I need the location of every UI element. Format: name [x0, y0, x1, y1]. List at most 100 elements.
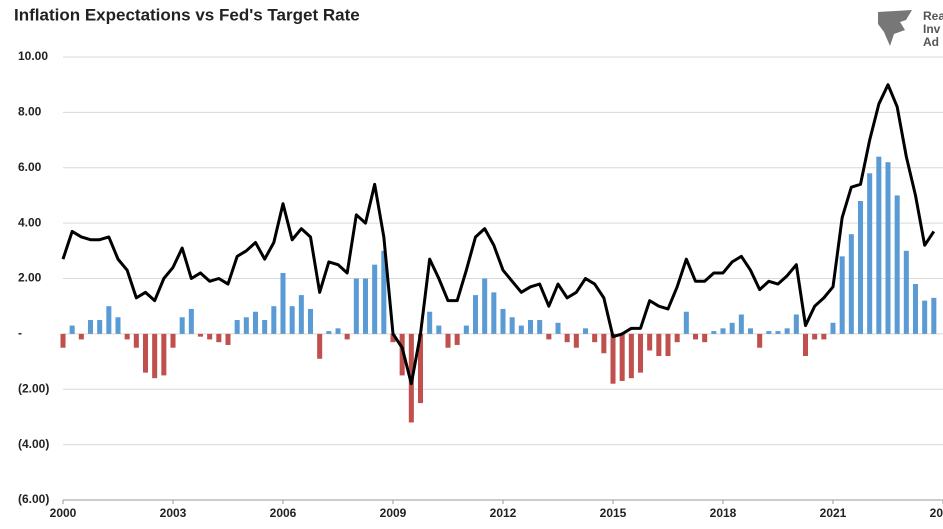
bar — [216, 333, 222, 343]
bar — [500, 308, 506, 334]
bar — [848, 234, 854, 334]
bar — [87, 320, 94, 334]
bar — [527, 320, 534, 334]
bar — [454, 333, 460, 345]
bar — [445, 333, 451, 348]
bar — [903, 250, 909, 334]
bar — [802, 333, 809, 357]
bar — [97, 320, 103, 334]
bar — [839, 256, 845, 334]
bar — [362, 278, 369, 334]
bar — [876, 156, 882, 334]
y-tick-label: 8.00 — [18, 105, 42, 119]
bar — [812, 333, 818, 340]
logo-icon — [878, 10, 912, 46]
bar — [546, 333, 552, 340]
y-tick-label: (6.00) — [18, 492, 49, 506]
bar — [60, 333, 66, 348]
bar — [353, 278, 359, 334]
bar — [793, 314, 799, 334]
line — [61, 83, 936, 386]
bar — [234, 320, 240, 334]
bar — [702, 333, 708, 343]
bar — [179, 317, 185, 334]
bar — [747, 328, 754, 334]
y-tick-label: (2.00) — [18, 381, 49, 395]
bar — [188, 308, 194, 334]
bar — [738, 314, 744, 334]
bar — [115, 317, 121, 334]
bar — [298, 295, 304, 334]
logo-text: Rea — [923, 9, 943, 23]
logo-text: Ad — [923, 35, 939, 49]
bar — [766, 331, 772, 334]
bar — [867, 173, 873, 334]
bar — [335, 328, 341, 334]
bar — [628, 333, 634, 379]
y-tick-label: 10.00 — [18, 49, 48, 63]
logo-text: Inv — [923, 22, 941, 36]
x-tick-label: 2006 — [270, 506, 297, 520]
bar — [711, 331, 717, 334]
bar — [647, 333, 653, 351]
bar — [885, 162, 891, 334]
bar — [133, 333, 139, 348]
bar — [931, 297, 937, 334]
bar — [665, 333, 671, 357]
x-tick-label: 2009 — [380, 506, 407, 520]
x-tick-label: 2003 — [160, 506, 187, 520]
x-tick-label: 2000 — [50, 506, 77, 520]
bar — [610, 333, 616, 384]
bar — [170, 333, 176, 348]
bar — [381, 250, 387, 334]
bar — [152, 333, 158, 379]
bar — [482, 278, 488, 334]
bar — [857, 200, 864, 334]
bar — [637, 333, 644, 373]
bar — [326, 331, 332, 334]
x-tick-label: 2018 — [710, 506, 737, 520]
bar — [582, 328, 589, 334]
bar — [417, 333, 424, 404]
logo: Rea Inv Ad — [878, 9, 943, 49]
bar — [472, 295, 479, 334]
bar — [399, 333, 405, 376]
y-tick-label: 6.00 — [18, 160, 42, 174]
bar — [912, 284, 919, 334]
bar — [262, 320, 268, 334]
bar — [124, 333, 130, 340]
bar — [78, 333, 84, 340]
bar — [289, 306, 295, 334]
bar — [427, 311, 433, 334]
bar — [344, 333, 350, 340]
bar — [922, 300, 928, 334]
bar — [463, 325, 469, 334]
bar — [619, 333, 625, 381]
bar — [592, 333, 598, 343]
y-tick-label: - — [18, 326, 22, 340]
bar — [509, 317, 515, 334]
bar — [555, 322, 561, 334]
x-tick-label: 2012 — [490, 506, 517, 520]
bar — [106, 306, 112, 334]
x-tick-label: 2024 — [930, 506, 943, 520]
bar — [280, 272, 286, 334]
x-tick-label: 2021 — [820, 506, 847, 520]
bar — [390, 333, 396, 343]
y-tick-label: 2.00 — [18, 271, 42, 285]
bar — [775, 331, 781, 334]
bar — [564, 333, 570, 343]
bar — [69, 325, 75, 334]
bar — [894, 195, 900, 334]
bar — [197, 333, 204, 337]
bar — [656, 333, 662, 357]
bar — [518, 325, 524, 334]
bar — [821, 333, 827, 340]
bar — [674, 333, 680, 343]
y-tick-label: (4.00) — [18, 437, 49, 451]
chart-title: Inflation Expectations vs Fed's Target R… — [14, 5, 360, 24]
bar — [207, 333, 213, 340]
bar — [692, 333, 699, 340]
